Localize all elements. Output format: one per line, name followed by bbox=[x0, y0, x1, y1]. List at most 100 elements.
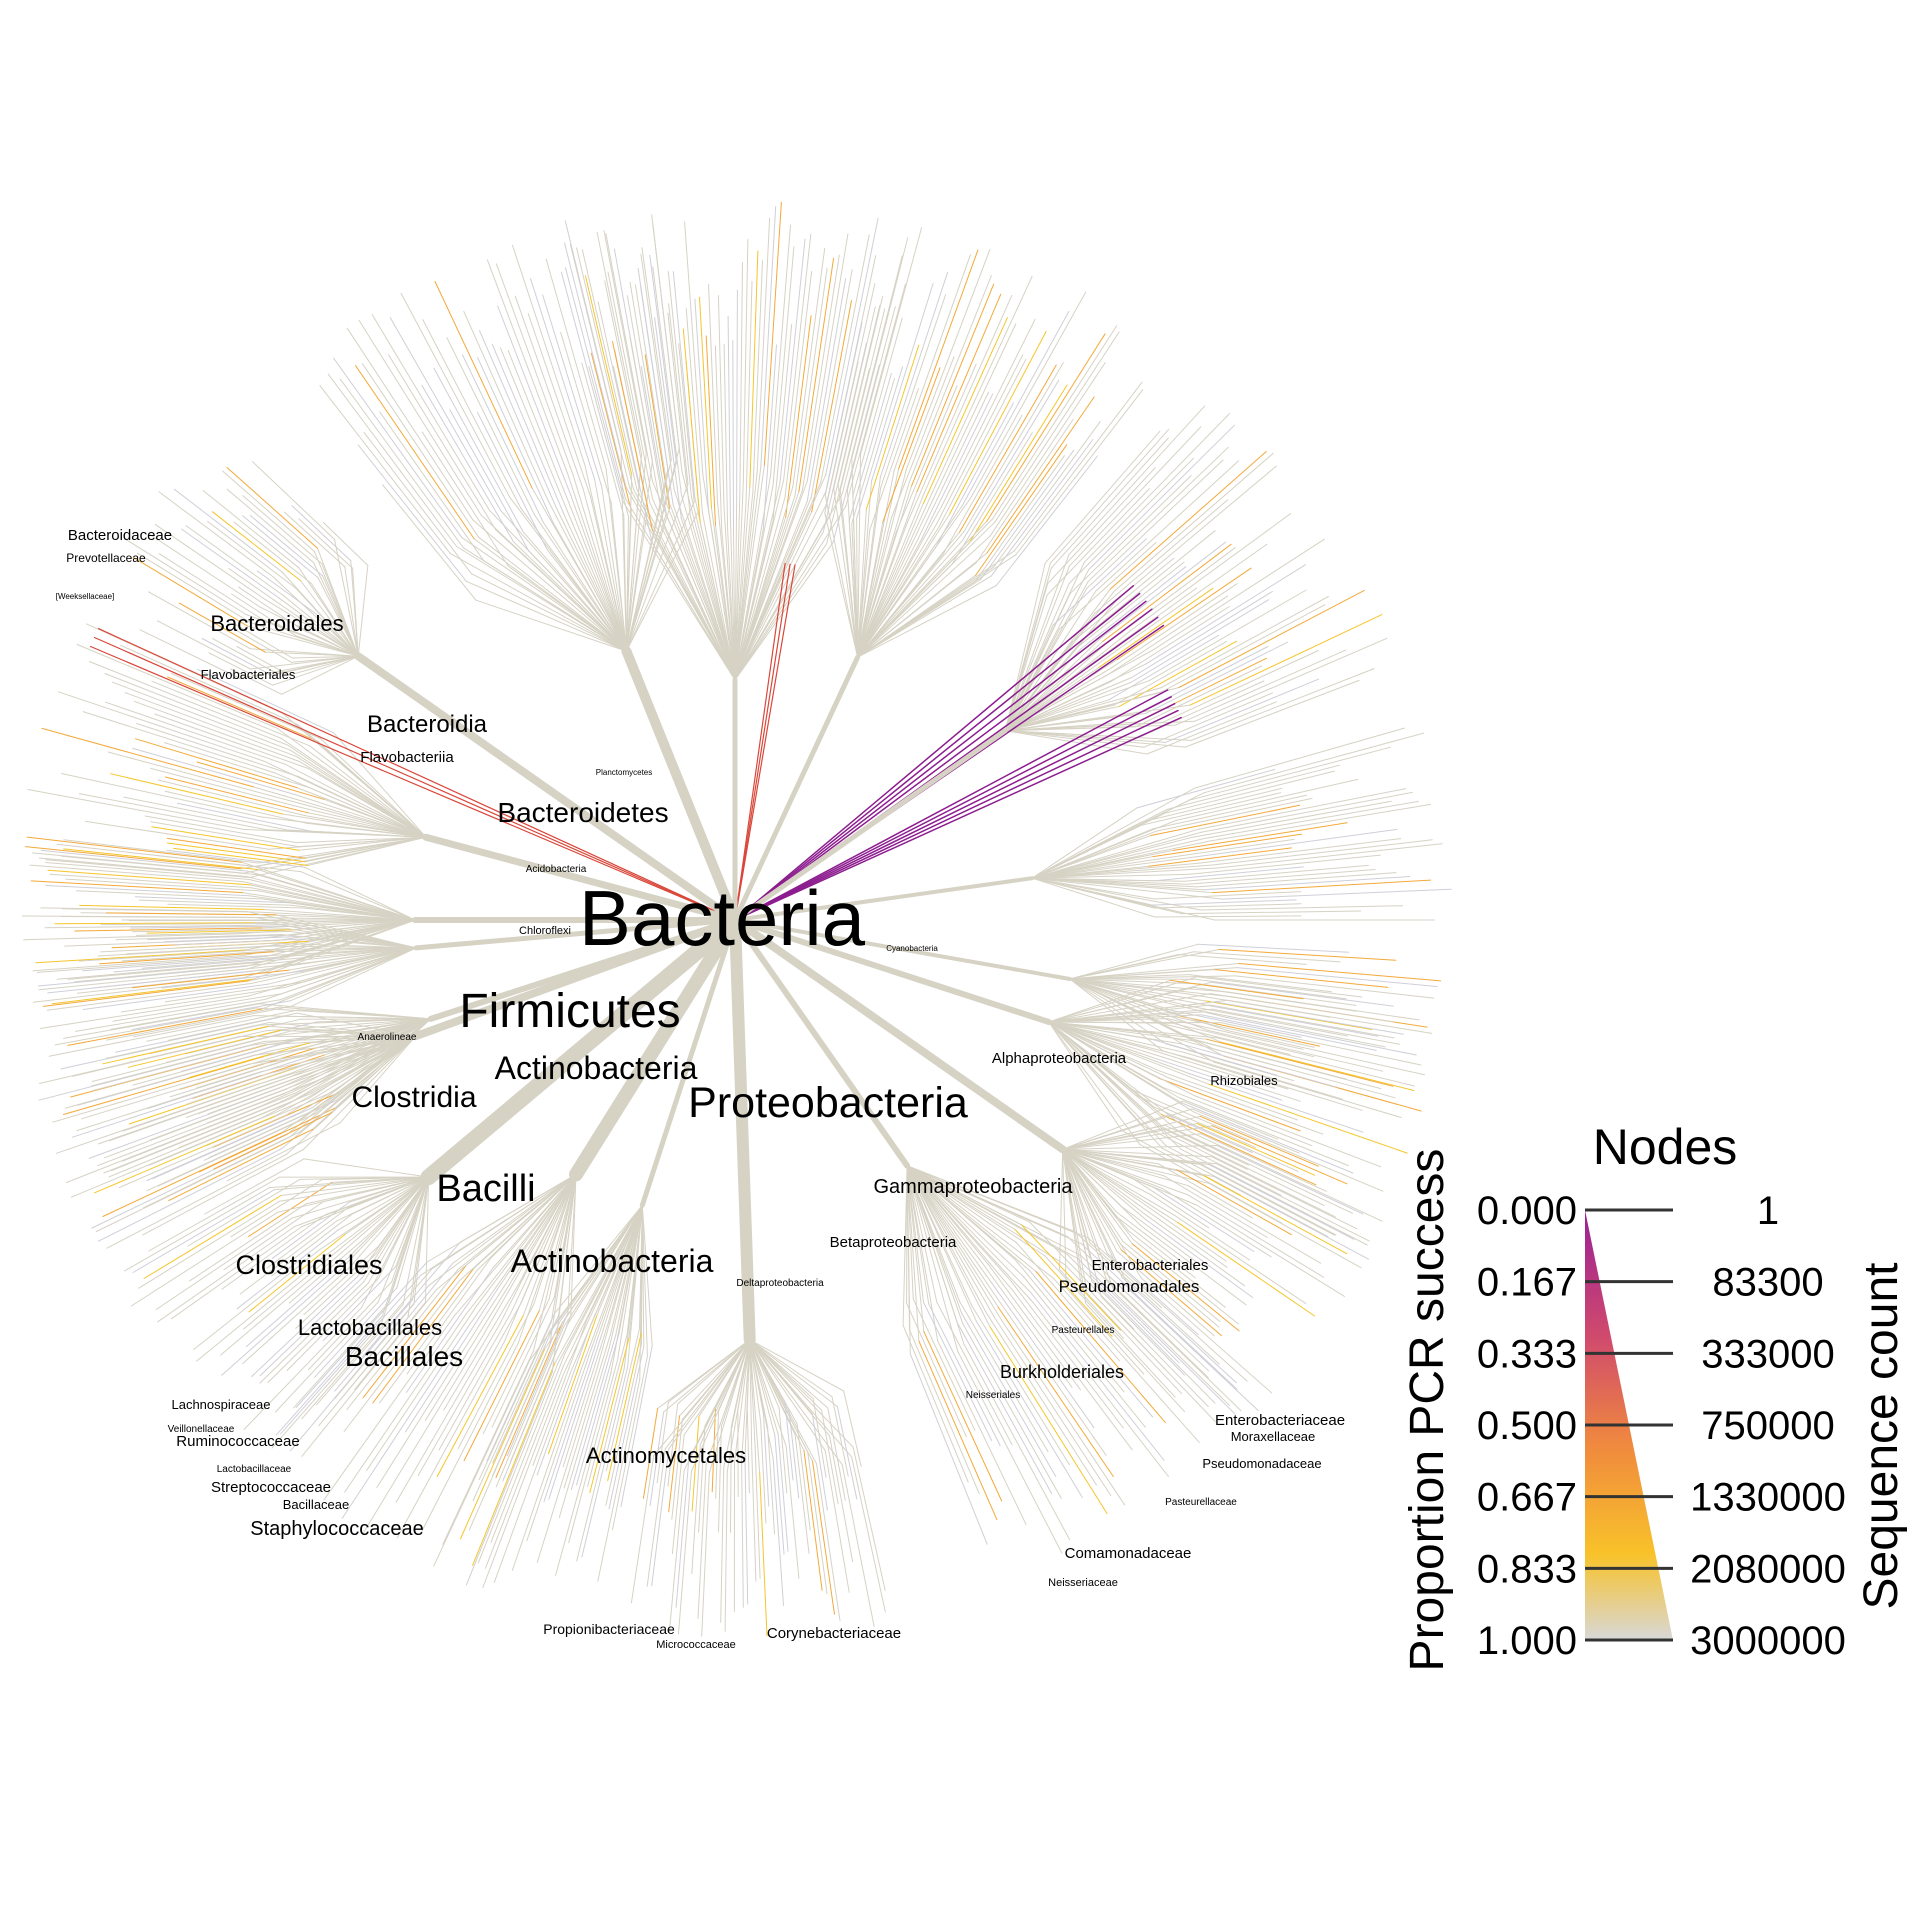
tree-edge bbox=[980, 449, 1075, 580]
tree-edge bbox=[906, 1165, 939, 1342]
tree-edge bbox=[560, 331, 612, 504]
tree-edge bbox=[1048, 1021, 1123, 1132]
tree-edge bbox=[465, 1173, 577, 1315]
tree-edge bbox=[1086, 459, 1224, 589]
tree-edge bbox=[749, 1339, 761, 1474]
tree-edge bbox=[906, 1165, 959, 1352]
tree-edge bbox=[1211, 1125, 1348, 1185]
tree-edge bbox=[91, 1035, 276, 1082]
label-bacteroidia: Bacteroidia bbox=[367, 711, 488, 738]
tree-edge bbox=[130, 1211, 279, 1307]
tree-edge bbox=[1158, 1163, 1253, 1219]
tree-edge bbox=[405, 1267, 494, 1393]
tree-edge bbox=[174, 938, 308, 946]
tree-edge bbox=[146, 1009, 299, 1042]
tree-edge bbox=[641, 1204, 653, 1347]
tree-edge bbox=[554, 1204, 643, 1364]
tree-edge bbox=[570, 1173, 577, 1317]
tree-edge bbox=[1164, 770, 1335, 814]
tree-edge bbox=[788, 1409, 800, 1499]
tree-edge bbox=[151, 680, 311, 747]
tree-edge bbox=[118, 1114, 287, 1189]
tree-edge bbox=[228, 568, 300, 619]
tree-edge bbox=[1004, 594, 1048, 732]
tree-edge bbox=[1016, 1242, 1121, 1362]
tree-edge bbox=[857, 539, 964, 658]
tree-edge bbox=[994, 331, 1120, 523]
tree-edge bbox=[122, 1092, 297, 1162]
tree-edge bbox=[291, 1176, 430, 1219]
tree-edge bbox=[1172, 1015, 1315, 1048]
tree-edge bbox=[1212, 879, 1432, 894]
tree-edge bbox=[857, 554, 1017, 658]
tree-edge bbox=[1208, 1164, 1355, 1240]
tree-edge bbox=[734, 479, 785, 681]
tree-edge bbox=[1189, 614, 1383, 706]
tree-edge bbox=[576, 1332, 620, 1486]
tree-edge bbox=[732, 340, 734, 528]
tree-edge bbox=[1062, 1148, 1159, 1165]
tree-edge bbox=[997, 1306, 1114, 1477]
tree-edge bbox=[1065, 1287, 1145, 1375]
tree-edge bbox=[668, 303, 689, 485]
tree-edge bbox=[173, 847, 309, 866]
tree-edge bbox=[1194, 978, 1347, 1000]
tree-edge bbox=[350, 560, 359, 657]
tree-edge bbox=[1014, 1229, 1113, 1337]
tree-edge bbox=[597, 1378, 641, 1582]
tree-edge bbox=[149, 1084, 298, 1141]
tree-edge bbox=[148, 1176, 281, 1252]
tree-edge bbox=[124, 1187, 271, 1272]
tree-edge bbox=[378, 1176, 430, 1247]
tree-edge bbox=[226, 467, 318, 549]
tree-edge bbox=[987, 1263, 1081, 1391]
tree-edge bbox=[165, 1028, 299, 1063]
legend-left-tick-label: 0.000 bbox=[1477, 1189, 1577, 1233]
tree-edge bbox=[148, 591, 251, 650]
tree-edge bbox=[1004, 667, 1113, 732]
tree-edge bbox=[711, 1407, 716, 1493]
tree-edge bbox=[824, 361, 859, 514]
tree-edge bbox=[1048, 1021, 1155, 1034]
tree-edge bbox=[857, 497, 972, 658]
tree-edge bbox=[132, 747, 296, 795]
label-neisseriaceae: Neisseriaceae bbox=[1048, 1577, 1118, 1589]
tree-edge bbox=[938, 358, 1027, 527]
tree-edge bbox=[1153, 891, 1302, 900]
tree-edge bbox=[279, 1029, 416, 1037]
tree-edge bbox=[841, 1464, 875, 1627]
tree-edge bbox=[97, 1148, 283, 1242]
tree-edge bbox=[543, 1338, 599, 1503]
tree-edge bbox=[75, 890, 264, 900]
tree-trunk bbox=[733, 918, 1072, 981]
tree-edge bbox=[1069, 978, 1188, 995]
tree-edge bbox=[186, 1061, 312, 1105]
tree-edge bbox=[222, 470, 315, 552]
legend-left-tick-label: 0.500 bbox=[1477, 1404, 1577, 1448]
tree-edge bbox=[651, 541, 736, 681]
tree-edge bbox=[238, 586, 302, 630]
tree-edge bbox=[714, 345, 723, 531]
tree-edge bbox=[772, 246, 795, 487]
tree-edge bbox=[582, 488, 627, 652]
tree-edge bbox=[548, 1315, 598, 1455]
tree-edge bbox=[163, 935, 303, 943]
tree-edge bbox=[316, 1304, 404, 1406]
tree-edge bbox=[40, 907, 248, 912]
tree-edge bbox=[683, 1339, 751, 1471]
tree-edge bbox=[857, 506, 930, 658]
tree-edge bbox=[318, 1317, 409, 1427]
tree-edge bbox=[530, 278, 596, 480]
tree-edge bbox=[949, 331, 1047, 515]
tree-edge bbox=[1062, 1148, 1147, 1221]
tree-edge bbox=[678, 343, 695, 503]
tree-edge bbox=[263, 1035, 416, 1042]
tree-edge bbox=[1069, 969, 1216, 980]
tree-edge bbox=[327, 1035, 416, 1105]
tree-edge bbox=[477, 1173, 577, 1306]
tree-edge bbox=[193, 1249, 320, 1350]
tree-edge bbox=[186, 1071, 313, 1118]
legend-left-axis-title: Proportion PCR success bbox=[1401, 1149, 1454, 1672]
tree-edge bbox=[1062, 1125, 1213, 1150]
tree-edge bbox=[254, 947, 417, 963]
